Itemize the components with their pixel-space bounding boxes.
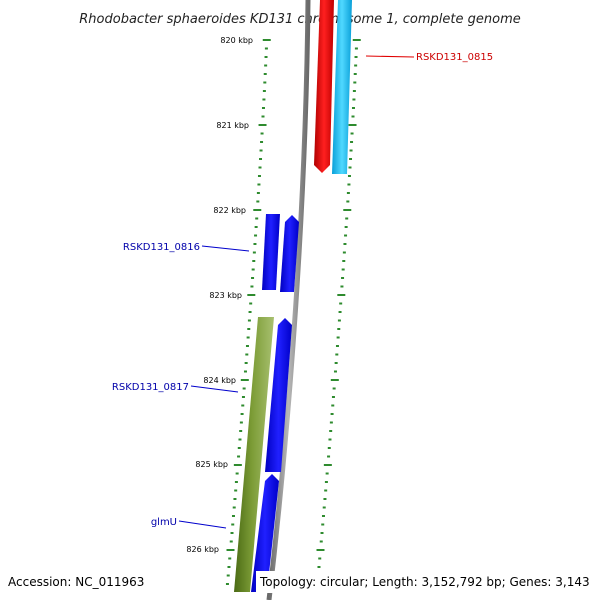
tick-label-822: 822 kbp bbox=[213, 206, 246, 215]
inner-tick-marks bbox=[225, 39, 271, 585]
gene-rskd131-0815[interactable] bbox=[314, 0, 334, 173]
tick-label-824: 824 kbp bbox=[203, 376, 236, 385]
gene-label-rskd131-0816[interactable]: RSKD131_0816 bbox=[123, 242, 200, 253]
tick-label-825: 825 kbp bbox=[195, 460, 228, 469]
tick-label-821: 821 kbp bbox=[216, 121, 249, 130]
accession-label: Accession: NC_011963 bbox=[4, 571, 149, 593]
tick-label-823: 823 kbp bbox=[209, 291, 242, 300]
cds-rskd131-0815[interactable] bbox=[332, 0, 352, 174]
callout-line-rskd131-0817 bbox=[190, 385, 239, 393]
gene-glmu[interactable] bbox=[234, 317, 274, 592]
outer-tick-marks bbox=[315, 39, 361, 585]
tick-label-826: 826 kbp bbox=[186, 545, 219, 554]
gene-label-rskd131-0817[interactable]: RSKD131_0817 bbox=[112, 382, 189, 393]
callout-line-glmu bbox=[178, 520, 227, 529]
map-title: Rhodobacter sphaeroides KD131 chromosome… bbox=[79, 12, 520, 27]
gene-rskd131-0816[interactable] bbox=[262, 214, 280, 290]
callout-line-rskd131-0816 bbox=[201, 245, 250, 252]
cds-glmu[interactable] bbox=[251, 474, 279, 592]
genome-summary: Topology: circular; Length: 3,152,792 bp… bbox=[256, 571, 594, 593]
gene-rskd131-0817[interactable] bbox=[265, 318, 292, 472]
tick-label-820: 820 kbp bbox=[220, 36, 253, 45]
callout-line-rskd131-0815 bbox=[365, 55, 415, 58]
gene-label-rskd131-0815[interactable]: RSKD131_0815 bbox=[416, 52, 493, 63]
gene-label-glmu[interactable]: glmU bbox=[151, 517, 177, 528]
chromosome-backbone bbox=[266, 0, 311, 600]
tick-labels: 820 kbp 821 kbp 822 kbp 823 kbp 824 kbp … bbox=[186, 36, 253, 554]
cds-rskd131-0816[interactable] bbox=[280, 215, 299, 292]
